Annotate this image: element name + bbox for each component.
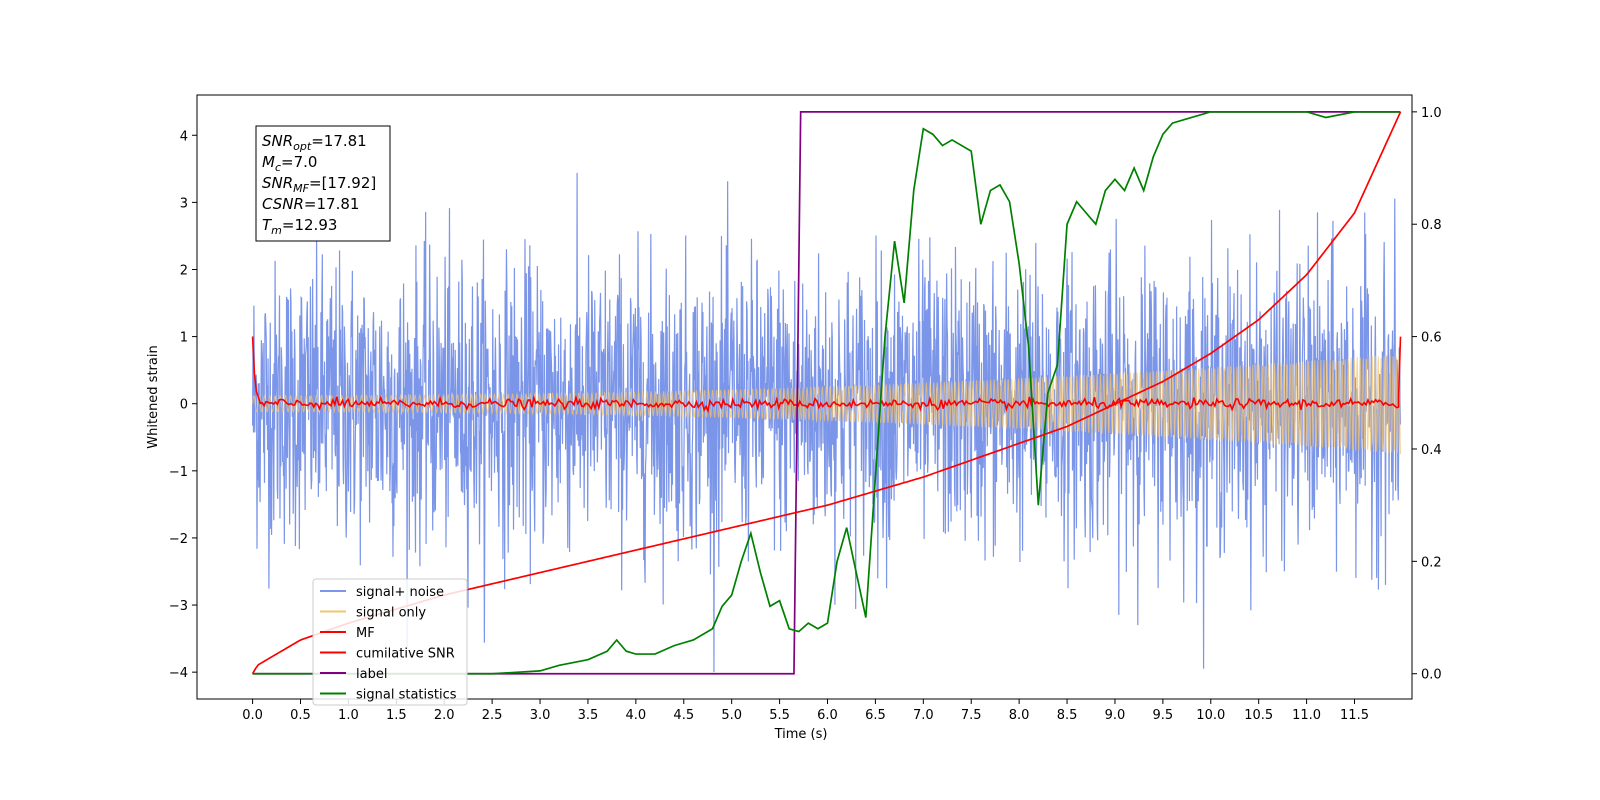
x-tick-label: 0.5 [290, 708, 311, 723]
x-tick-label: 9.0 [1105, 708, 1126, 723]
signal-only-series [252, 353, 1401, 455]
info-line: SNRMF=[17.92] [262, 174, 376, 195]
x-tick-label: 6.5 [865, 708, 886, 723]
y-tick-label: 0 [180, 398, 188, 413]
info-line: Mc=7.0 [262, 153, 317, 174]
x-tick-label: 11.5 [1340, 708, 1369, 723]
x-tick-label: 8.5 [1057, 708, 1078, 723]
y2-tick-label: 0.8 [1421, 218, 1442, 233]
legend-label: signal statistics [356, 688, 457, 703]
x-tick-label: 5.5 [769, 708, 790, 723]
x-tick-label: 0.0 [242, 708, 263, 723]
y-tick-label: −3 [169, 599, 188, 614]
label-line [252, 111, 1401, 675]
y-tick-label: −1 [169, 465, 188, 480]
legend-label: signal+ noise [356, 585, 444, 600]
signal-only-line [252, 353, 1401, 455]
y-tick-label: 1 [180, 331, 188, 346]
y-axis-left: 4 3 2 1 0 −1 −2 −3 −4 [169, 129, 197, 681]
y-axis-label: Whitened strain [146, 345, 161, 448]
y-tick-label: −2 [169, 532, 188, 547]
x-tick-label: 2.5 [482, 708, 503, 723]
x-tick-label: 9.5 [1153, 708, 1174, 723]
legend-label: signal only [356, 606, 426, 621]
y2-tick-label: 1.0 [1421, 106, 1442, 121]
y-tick-label: −4 [169, 666, 188, 681]
mf-line [251, 336, 1402, 414]
x-tick-label: 10.5 [1244, 708, 1273, 723]
x-tick-label: 4.0 [626, 708, 647, 723]
plot-frame [196, 94, 1413, 700]
info-line: Tm=12.93 [262, 216, 337, 237]
x-tick-label: 1.0 [338, 708, 359, 723]
y2-tick-label: 0.2 [1421, 555, 1442, 570]
x-axis: 0.0 0.5 1.0 1.5 2.0 2.5 3.0 3.5 4.0 4.5 5.0 5.5 6.0 6… [242, 699, 1369, 723]
y2-tick-label: 0.4 [1421, 443, 1442, 458]
x-tick-label: 2.0 [434, 708, 455, 723]
x-tick-label: 7.0 [913, 708, 934, 723]
y-axis-right: 1.0 0.8 0.6 0.4 0.2 0.0 [1412, 106, 1442, 683]
legend-frame [312, 578, 468, 706]
x-tick-label: 7.5 [961, 708, 982, 723]
y-tick-label: 3 [180, 196, 188, 211]
x-tick-label: 11.0 [1292, 708, 1321, 723]
legend-label: cumilative SNR [356, 647, 455, 662]
x-tick-label: 6.0 [817, 708, 838, 723]
mf-series [251, 336, 1402, 414]
y-tick-label: 4 [180, 129, 188, 144]
y2-tick-label: 0.6 [1421, 331, 1442, 346]
y2-tick-label: 0.0 [1421, 668, 1442, 683]
signal-statistics-line [252, 111, 1401, 675]
legend-label: label [356, 667, 387, 682]
info-annotation: SNRopt=17.81Mc=7.0SNRMF=[17.92]CSNR=17.8… [255, 125, 391, 242]
x-tick-label: 4.5 [673, 708, 694, 723]
y-tick-label: 2 [180, 263, 188, 278]
info-line: SNRopt=17.81 [262, 132, 367, 153]
x-tick-label: 1.5 [386, 708, 407, 723]
x-tick-label: 8.0 [1009, 708, 1030, 723]
info-line: CSNR=17.81 [262, 195, 359, 213]
legend-label: MF [356, 626, 375, 641]
x-tick-label: 3.5 [578, 708, 599, 723]
x-tick-label: 5.0 [721, 708, 742, 723]
x-tick-label: 3.0 [530, 708, 551, 723]
info-box-frame [255, 125, 391, 242]
x-tick-label: 10.0 [1196, 708, 1225, 723]
x-axis-label: Time (s) [774, 727, 828, 742]
legend: signal+ noise signal only MF cumilative SNR… [312, 578, 468, 706]
